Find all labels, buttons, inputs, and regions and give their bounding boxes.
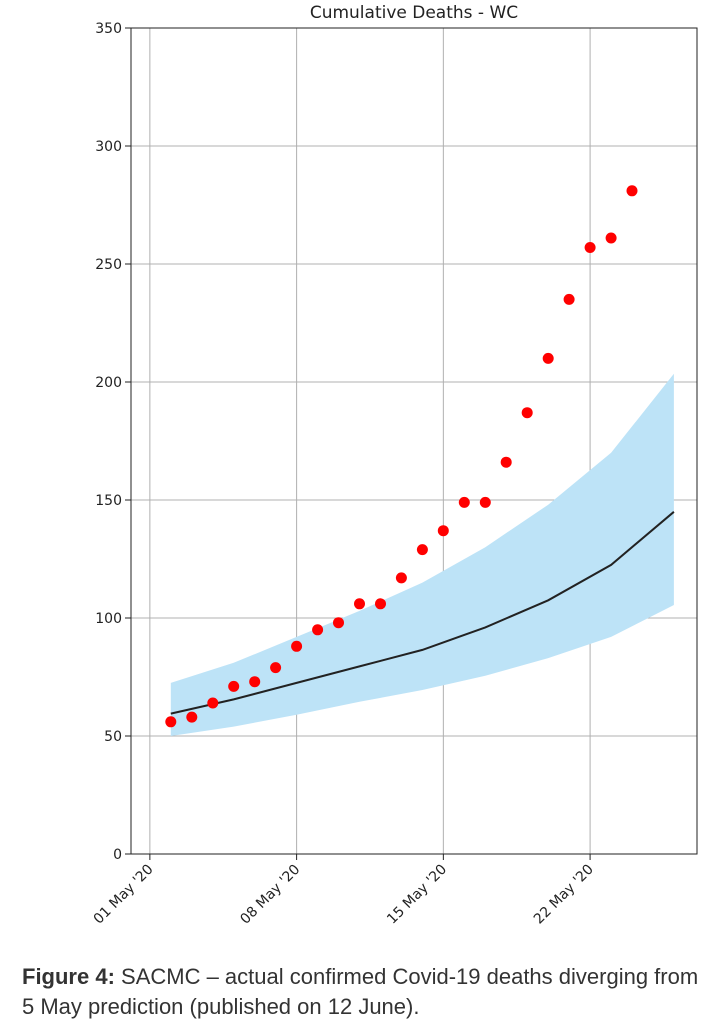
data-point [416,544,428,556]
figure-caption: Figure 4: SACMC – actual confirmed Covid… [22,962,712,1022]
y-tick-label: 150 [95,493,122,509]
data-point [626,185,638,197]
chart-title: Cumulative Deaths - WC [310,3,518,23]
y-axis-ticks: 0 50 100 150 200 250 300 350 [95,21,131,863]
data-point [312,624,324,636]
y-tick-label: 200 [95,375,122,391]
x-tick-label: 01 May '20 [91,862,157,928]
actual-deaths-points [165,185,638,728]
data-point [186,711,198,723]
prediction-line [170,511,675,715]
y-tick-label: 100 [95,611,122,627]
prediction-line-group [170,511,675,715]
data-point [354,598,365,610]
x-tick-label: 22 May '20 [531,862,597,928]
plot-area-frame [130,27,698,855]
data-point [458,496,470,508]
data-point [270,662,282,674]
data-point [375,598,386,610]
data-point [291,640,303,652]
caption-label: Figure 4: [22,964,115,989]
data-point [605,232,617,244]
x-axis-ticks: 01 May '20 08 May '20 15 May '20 22 May '20 [91,854,597,928]
data-point [249,676,261,688]
data-point [333,617,344,629]
data-point [521,407,533,419]
y-tick-label: 300 [95,139,122,155]
caption-text: SACMC – actual confirmed Covid-19 deaths… [22,964,699,1019]
grid [131,27,697,855]
x-tick-label: 15 May '20 [384,862,450,928]
data-point [542,352,554,364]
data-point [479,496,491,508]
data-point [584,242,596,253]
data-point [437,525,449,537]
data-point [395,572,407,584]
data-point [500,456,512,468]
y-tick-label: 250 [95,257,122,273]
y-tick-label: 0 [113,847,122,863]
y-tick-label: 50 [104,729,122,745]
data-point [207,697,219,709]
chart: Cumulative Deaths - WC 0 50 100 150 200 250 30… [91,3,698,928]
y-tick-label: 350 [95,21,122,37]
data-point [228,680,240,692]
data-point [563,293,575,305]
data-point [165,716,177,728]
x-tick-label: 08 May '20 [237,862,303,928]
